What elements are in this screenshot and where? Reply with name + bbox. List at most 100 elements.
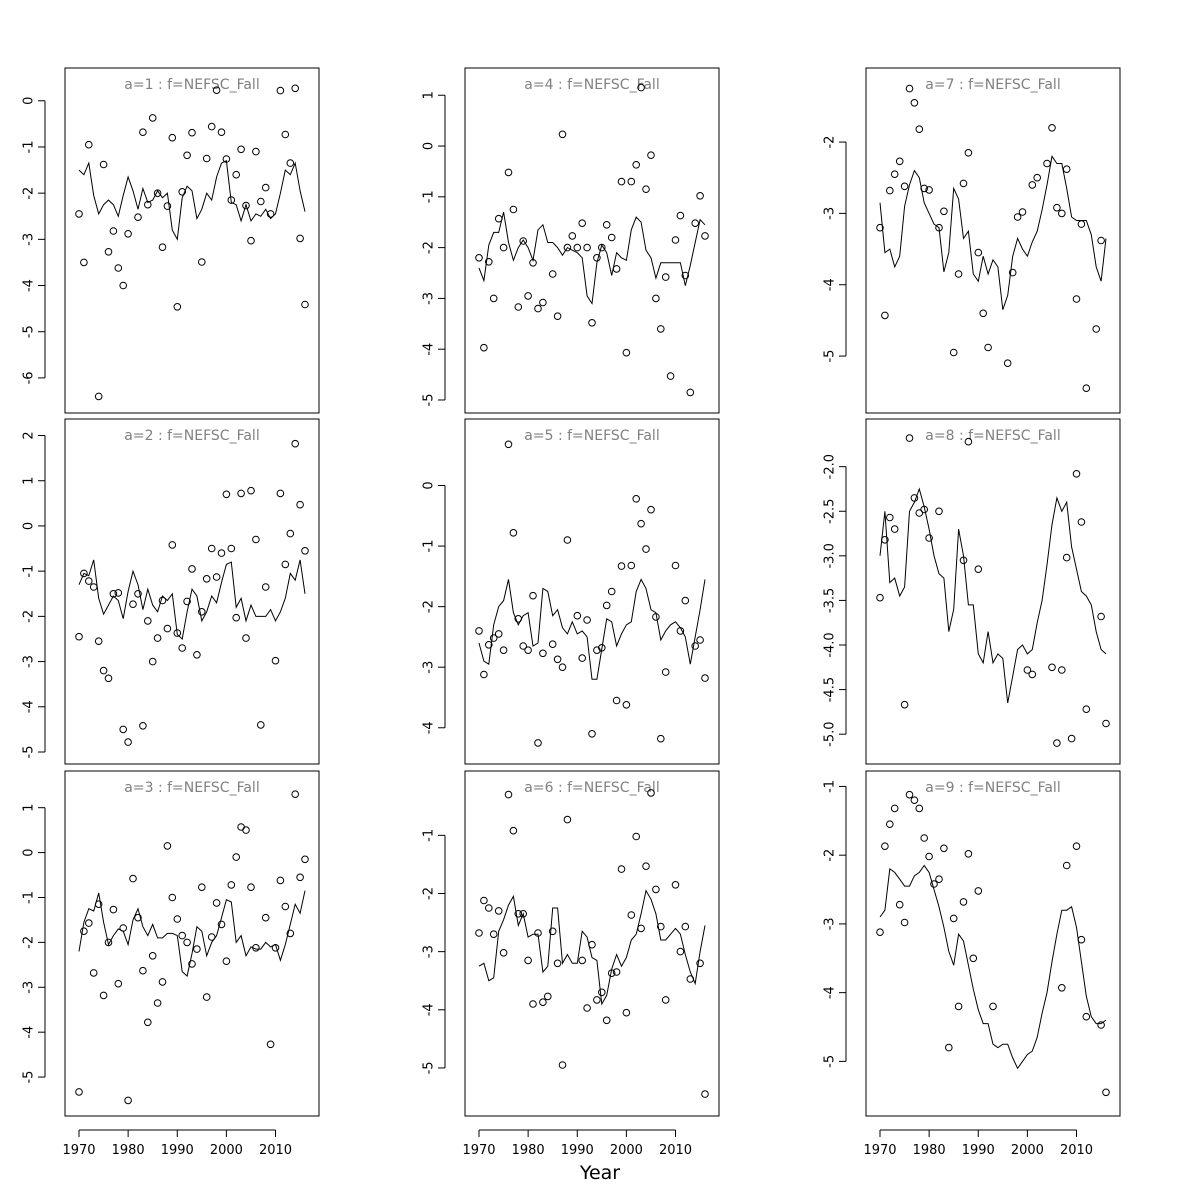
x-tick-label: 1970 <box>863 1143 896 1158</box>
x-tick-label: 2010 <box>659 1143 692 1158</box>
observed-point <box>573 611 582 620</box>
observed-point <box>114 979 123 988</box>
observed-point <box>519 910 528 918</box>
observed-point <box>148 657 157 666</box>
observed-point <box>524 646 532 655</box>
observed-point <box>217 920 226 929</box>
panel: a=8 : f=NEFSC_Fall -2.0 -2.5 -3.0 -3.5 -4.0 -4… <box>823 418 1121 765</box>
x-tick-label: 1980 <box>112 1143 145 1158</box>
observed-point <box>940 207 948 216</box>
observed-point <box>301 547 309 555</box>
observed-point <box>578 219 587 227</box>
observed-point <box>915 804 924 813</box>
plot-frame <box>64 418 320 765</box>
observed-point <box>930 880 938 888</box>
y-tick-label: -1 <box>823 780 838 793</box>
observed-point <box>548 640 557 649</box>
observed-point <box>632 495 641 503</box>
observed-point <box>622 1008 631 1017</box>
observed-point <box>954 270 963 278</box>
observed-point <box>666 372 675 380</box>
observed-point <box>925 534 933 542</box>
observed-point <box>647 151 655 159</box>
observed-point <box>198 258 206 266</box>
panel-title: a=7 : f=NEFSC_Fall <box>925 77 1060 93</box>
y-tick-label: -2 <box>422 600 437 613</box>
plot-frame <box>464 67 720 414</box>
observed-point <box>499 243 508 252</box>
observed-point <box>286 529 295 538</box>
observed-point <box>198 883 206 892</box>
observed-point <box>915 125 924 133</box>
observed-point <box>119 281 127 290</box>
x-tick-label: 2010 <box>1060 1143 1093 1158</box>
panel-title: a=4 : f=NEFSC_Fall <box>524 77 659 93</box>
observed-point <box>593 996 601 1004</box>
observed-point <box>598 988 606 997</box>
panel: a=7 : f=NEFSC_Fall -2 -3 -4 -5 <box>823 67 1121 414</box>
observed-point <box>494 907 503 915</box>
x-tick-label: 1980 <box>913 1143 946 1158</box>
observed-point <box>671 236 680 244</box>
observed-point <box>1048 663 1056 672</box>
observed-point <box>183 597 191 606</box>
y-tick-label: -5 <box>823 350 838 363</box>
observed-point <box>119 725 127 734</box>
y-tick-label: -4.5 <box>823 677 838 702</box>
observed-point <box>1048 124 1056 132</box>
observed-point <box>94 392 103 401</box>
model-fit-line <box>879 864 1107 1070</box>
observed-point <box>480 343 488 352</box>
observed-point <box>657 734 665 743</box>
model-fit-line <box>478 578 706 680</box>
observed-point <box>1062 165 1071 173</box>
observed-point <box>925 186 933 194</box>
panel: a=3 : f=NEFSC_Fall 1 0 -1 -2 -3 -4 -5 1970 1980 19… <box>22 770 320 1158</box>
observed-point <box>588 319 596 327</box>
observed-point <box>99 160 108 169</box>
observed-point <box>153 999 162 1007</box>
observed-point <box>85 140 93 149</box>
plot-frame <box>64 67 320 414</box>
observed-point <box>237 489 245 498</box>
observed-point <box>701 232 709 240</box>
observed-point <box>85 577 93 585</box>
observed-point <box>696 959 704 968</box>
observed-point <box>588 730 596 738</box>
y-tick-label: -3.5 <box>823 588 838 613</box>
plot-frame <box>865 770 1121 1117</box>
observed-point <box>271 656 280 665</box>
observed-point <box>954 1002 963 1011</box>
observed-point <box>558 130 567 139</box>
observed-point <box>301 855 309 864</box>
observed-point <box>104 938 113 947</box>
observed-point <box>578 654 587 662</box>
observed-point <box>984 343 992 352</box>
plot-frame <box>464 418 720 765</box>
y-tick-label: 2 <box>22 431 37 439</box>
observed-point <box>212 899 221 907</box>
observed-point <box>80 927 88 936</box>
plot-frame <box>464 770 720 1117</box>
panel: a=9 : f=NEFSC_Fall -1 -2 -3 -4 -5 1970 1980 1990… <box>823 770 1121 1158</box>
y-tick-label: -5 <box>22 1071 37 1084</box>
observed-point <box>232 613 240 622</box>
observed-point <box>583 1004 591 1012</box>
observed-point <box>480 670 488 679</box>
observed-point <box>75 632 83 641</box>
observed-point <box>627 561 636 570</box>
observed-point <box>890 525 899 533</box>
y-tick-label: -3 <box>823 917 838 930</box>
observed-point <box>163 202 172 210</box>
observed-point <box>509 826 518 835</box>
observed-point <box>485 641 493 649</box>
observed-point <box>593 646 601 655</box>
observed-point <box>89 969 98 977</box>
observed-point <box>661 273 670 281</box>
observed-point <box>1062 553 1071 562</box>
observed-point <box>691 642 700 650</box>
y-tick-label: 1 <box>22 804 37 812</box>
observed-point <box>534 739 542 747</box>
y-tick-label: -4 <box>422 1003 437 1016</box>
